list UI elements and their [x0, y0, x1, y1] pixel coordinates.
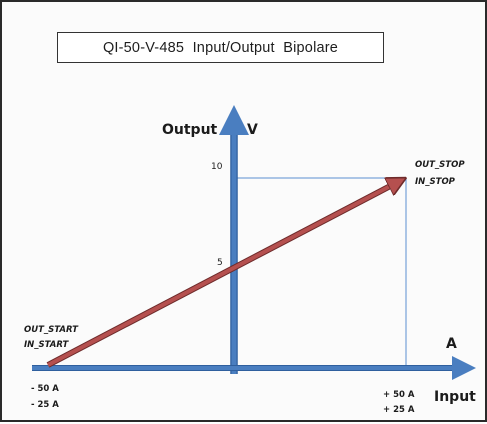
transfer-line-arrow — [47, 182, 398, 367]
y-axis-unit: V — [247, 122, 258, 138]
x-tick-right-2: + 25 A — [383, 405, 415, 415]
y-axis-label: Output — [162, 122, 218, 138]
x-tick-left-2: - 25 A — [31, 400, 59, 410]
y-tick-5: 5 — [217, 258, 223, 268]
stop-label-in: IN_STOP — [415, 177, 456, 187]
x-tick-left-1: - 50 A — [31, 384, 59, 394]
x-tick-right-1: + 50 A — [383, 390, 415, 400]
y-tick-10: 10 — [211, 162, 223, 172]
x-axis-unit: A — [446, 336, 457, 352]
stop-label-out: OUT_STOP — [415, 160, 465, 170]
start-label-out: OUT_START — [24, 325, 79, 335]
diagram-title: QI-50-V-485 Input/Output Bipolare — [57, 32, 384, 63]
start-label-in: IN_START — [24, 340, 70, 350]
x-axis-label: Input — [434, 389, 476, 405]
